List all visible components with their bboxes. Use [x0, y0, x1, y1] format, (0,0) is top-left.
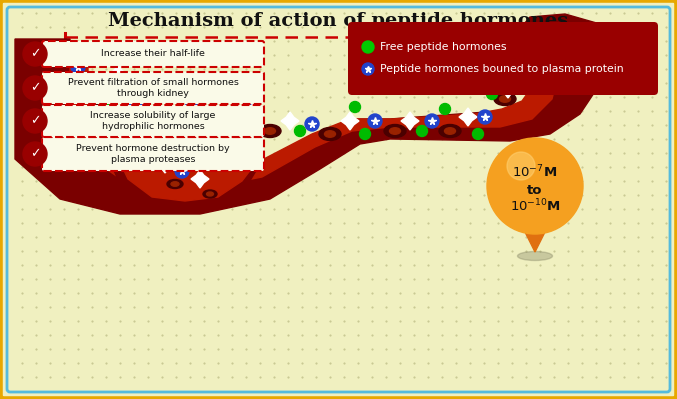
- Ellipse shape: [89, 78, 100, 84]
- Circle shape: [349, 101, 360, 113]
- Ellipse shape: [142, 121, 162, 133]
- FancyBboxPatch shape: [42, 105, 264, 137]
- Circle shape: [359, 128, 370, 140]
- Ellipse shape: [147, 124, 157, 130]
- Ellipse shape: [439, 124, 461, 138]
- Circle shape: [478, 110, 492, 124]
- Text: to: to: [527, 184, 543, 196]
- Circle shape: [487, 138, 583, 234]
- Circle shape: [71, 87, 85, 101]
- Polygon shape: [166, 80, 184, 98]
- FancyBboxPatch shape: [42, 137, 264, 171]
- Ellipse shape: [171, 182, 179, 186]
- Ellipse shape: [204, 126, 215, 132]
- Text: Prevent hormone destruction by
plasma proteases: Prevent hormone destruction by plasma pr…: [77, 144, 230, 164]
- Ellipse shape: [517, 251, 552, 261]
- Circle shape: [362, 63, 374, 75]
- FancyBboxPatch shape: [42, 41, 264, 67]
- Polygon shape: [191, 170, 209, 188]
- Ellipse shape: [445, 128, 456, 134]
- Circle shape: [23, 76, 47, 100]
- Polygon shape: [499, 80, 517, 98]
- Ellipse shape: [139, 87, 161, 101]
- Ellipse shape: [203, 190, 217, 198]
- Ellipse shape: [199, 122, 221, 136]
- Ellipse shape: [479, 61, 501, 73]
- Circle shape: [294, 126, 305, 136]
- Circle shape: [234, 126, 246, 136]
- Polygon shape: [70, 41, 558, 189]
- Polygon shape: [519, 42, 537, 60]
- Circle shape: [71, 60, 85, 74]
- Text: Mechanism of action of peptide hormones: Mechanism of action of peptide hormones: [108, 12, 568, 30]
- Ellipse shape: [494, 93, 516, 105]
- Ellipse shape: [84, 105, 106, 117]
- Ellipse shape: [89, 108, 100, 114]
- Text: Prevent filtration of small hormones
through kidney: Prevent filtration of small hormones thr…: [68, 78, 238, 98]
- Circle shape: [503, 74, 517, 88]
- Circle shape: [128, 97, 142, 111]
- Ellipse shape: [144, 91, 156, 97]
- Text: Increase their half-life: Increase their half-life: [101, 49, 205, 59]
- FancyBboxPatch shape: [348, 22, 658, 95]
- Ellipse shape: [167, 180, 183, 188]
- Ellipse shape: [265, 128, 276, 134]
- Ellipse shape: [84, 75, 106, 87]
- Ellipse shape: [259, 124, 281, 138]
- Circle shape: [245, 100, 259, 114]
- Polygon shape: [110, 137, 255, 201]
- Text: ✓: ✓: [30, 81, 40, 95]
- Circle shape: [23, 142, 47, 166]
- Circle shape: [305, 117, 319, 131]
- Circle shape: [145, 144, 159, 158]
- Circle shape: [515, 40, 529, 54]
- Circle shape: [425, 114, 439, 128]
- Ellipse shape: [196, 146, 214, 156]
- Polygon shape: [517, 216, 553, 252]
- FancyBboxPatch shape: [42, 72, 264, 104]
- Ellipse shape: [389, 128, 401, 134]
- Circle shape: [152, 134, 164, 144]
- Text: $10^{-10}$M: $10^{-10}$M: [510, 198, 561, 214]
- Circle shape: [165, 111, 175, 122]
- Circle shape: [175, 164, 189, 178]
- Polygon shape: [459, 108, 477, 126]
- Circle shape: [416, 126, 427, 136]
- Text: ✓: ✓: [30, 47, 40, 61]
- Circle shape: [102, 95, 114, 107]
- Polygon shape: [109, 65, 127, 83]
- Circle shape: [439, 103, 450, 115]
- Polygon shape: [223, 105, 241, 123]
- Circle shape: [512, 69, 523, 79]
- Ellipse shape: [319, 128, 341, 140]
- Text: Peptide hormones bouned to plasma protein: Peptide hormones bouned to plasma protei…: [380, 64, 624, 74]
- Ellipse shape: [485, 64, 496, 70]
- Text: $10^{-7}$M: $10^{-7}$M: [512, 164, 558, 180]
- Circle shape: [23, 42, 47, 66]
- Ellipse shape: [324, 131, 336, 137]
- Circle shape: [185, 94, 199, 108]
- Circle shape: [362, 41, 374, 53]
- Text: ✓: ✓: [30, 115, 40, 128]
- Ellipse shape: [525, 56, 535, 62]
- Ellipse shape: [520, 53, 540, 65]
- Polygon shape: [401, 112, 419, 130]
- Text: Increase solubility of large
hydrophilic hormones: Increase solubility of large hydrophilic…: [90, 111, 216, 131]
- Circle shape: [507, 152, 535, 180]
- Polygon shape: [341, 112, 359, 130]
- Text: Free peptide hormones: Free peptide hormones: [380, 42, 506, 52]
- Circle shape: [473, 128, 483, 140]
- Circle shape: [487, 89, 498, 99]
- Polygon shape: [156, 155, 174, 173]
- Ellipse shape: [384, 124, 406, 138]
- Circle shape: [368, 114, 382, 128]
- Ellipse shape: [200, 148, 209, 154]
- Ellipse shape: [206, 192, 213, 196]
- Polygon shape: [281, 112, 299, 130]
- Circle shape: [186, 154, 198, 164]
- Polygon shape: [100, 129, 260, 209]
- Circle shape: [23, 109, 47, 133]
- Polygon shape: [15, 14, 610, 214]
- Text: ✓: ✓: [30, 148, 40, 160]
